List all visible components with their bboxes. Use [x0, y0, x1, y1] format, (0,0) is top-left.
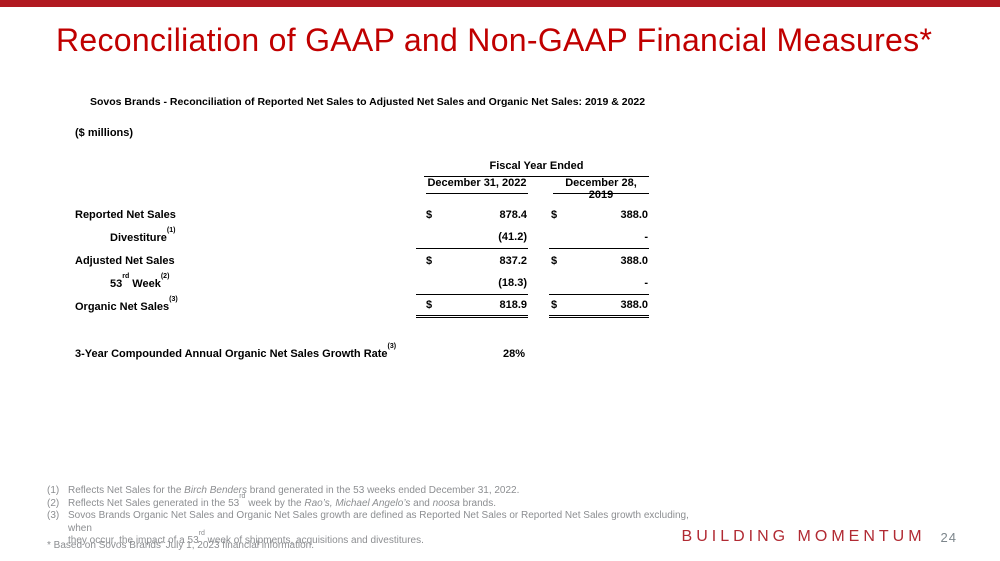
brand-name-italic: Rao’s, Michael Angelo’s — [304, 497, 411, 509]
value-2022: $837.2 — [416, 249, 528, 272]
table-row-organic-net-sales: Organic Net Sales(3) $818.9 $388.0 — [75, 295, 649, 318]
table-row-53rd-week: 53rd Week(2) (18.3) - — [75, 272, 649, 295]
page-number: 24 — [940, 529, 957, 545]
amount: 388.0 — [620, 208, 648, 221]
ordinal-superscript: rd — [198, 530, 205, 538]
row-label: 3-Year Compounded Annual Organic Net Sal… — [75, 343, 397, 360]
value-2019: $388.0 — [549, 295, 649, 318]
value-2019: $388.0 — [549, 203, 649, 226]
footnote-2: (2) Reflects Net Sales generated in the … — [47, 492, 707, 511]
value-2022: $818.9 — [416, 295, 528, 318]
amount: (18.3) — [498, 277, 527, 289]
column-header-row: December 31, 2022 December 28, 2019 — [420, 177, 649, 201]
ordinal-superscript: rd — [239, 492, 246, 500]
dollar-sign: $ — [551, 299, 558, 311]
amount: 388.0 — [620, 254, 648, 267]
row-label: Adjusted Net Sales — [75, 254, 175, 267]
footnote-marker: (2) — [160, 273, 170, 281]
table-row-reported-net-sales: Reported Net Sales $878.4 $388.0 — [75, 203, 649, 226]
col-header-2022: December 31, 2022 — [426, 177, 528, 194]
footnote-3: (3) Sovos Brands Organic Net Sales and O… — [47, 510, 707, 548]
asterisk-note: * Based on Sovos Brands’ July 1, 2023 fi… — [47, 540, 315, 551]
row-label: Organic Net Sales(3) — [75, 296, 178, 313]
footnote-line-1: Sovos Brands Organic Net Sales and Organ… — [68, 510, 689, 534]
amount: 878.4 — [499, 208, 527, 221]
amount: 388.0 — [620, 299, 648, 311]
value-2022: (18.3) — [416, 272, 528, 295]
dollar-sign: $ — [426, 208, 433, 221]
col-header-2019: December 28, 2019 — [552, 177, 649, 201]
amount: - — [644, 231, 648, 243]
footnote-1: (1) Reflects Net Sales for the Birch Ben… — [47, 485, 707, 498]
amount: 28% — [502, 347, 525, 360]
dollar-sign: $ — [426, 254, 433, 267]
table-heading: Sovos Brands - Reconciliation of Reporte… — [90, 96, 646, 108]
value-2019: $388.0 — [549, 249, 649, 272]
footnote-number: (1) — [47, 485, 60, 496]
col-group-header: Fiscal Year Ended — [424, 160, 649, 177]
slide-footer: BUILDING MOMENTUM 24 — [682, 528, 957, 546]
slide-title: Reconciliation of GAAP and Non-GAAP Fina… — [56, 22, 933, 58]
footnotes: (1) Reflects Net Sales for the Birch Ben… — [47, 485, 707, 548]
brand-name-italic: Birch Benders — [184, 485, 247, 496]
dollar-sign: $ — [551, 254, 558, 267]
footnote-text: Sovos Brands Organic Net Sales and Organ… — [68, 510, 707, 548]
amount: 818.9 — [499, 299, 527, 311]
footnote-line-2: they occur, the impact of a 53rd week of… — [68, 530, 424, 546]
value-2022: (41.2) — [416, 226, 528, 249]
row-label: 53rd Week(2) — [110, 273, 170, 290]
growth-rate-row: 3-Year Compounded Annual Organic Net Sal… — [75, 342, 649, 365]
value-2019: - — [549, 226, 649, 249]
footer-brand-logo: BUILDING MOMENTUM — [681, 528, 926, 545]
dollar-sign: $ — [551, 208, 558, 221]
footnote-text: Reflects Net Sales for the Birch Benders… — [68, 485, 520, 496]
row-label: Divestiture(1) — [110, 227, 176, 244]
amount: (41.2) — [498, 231, 527, 243]
top-accent-bar — [0, 0, 1000, 7]
footnote-number: (3) — [47, 510, 60, 521]
row-label: Reported Net Sales — [75, 208, 176, 221]
table-row-divestiture: Divestiture(1) (41.2) - — [75, 226, 649, 249]
value-2022: $878.4 — [416, 203, 528, 226]
growth-rate-value: 28% — [416, 342, 528, 365]
amount: - — [644, 277, 648, 289]
footnote-number: (2) — [47, 497, 60, 509]
units-label: ($ millions) — [75, 127, 134, 139]
footnote-marker: (3) — [387, 343, 397, 351]
table-body: Reported Net Sales $878.4 $388.0 Divesti… — [75, 203, 649, 365]
reconciliation-table: Fiscal Year Ended December 31, 2022 Dece… — [75, 160, 649, 365]
footnote-marker: (1) — [166, 227, 176, 235]
table-row-adjusted-net-sales: Adjusted Net Sales $837.2 $388.0 — [75, 249, 649, 272]
ordinal-superscript: rd — [122, 273, 130, 281]
value-2019: - — [549, 272, 649, 295]
empty-cell — [549, 342, 649, 365]
footnote-marker: (3) — [169, 296, 178, 304]
footnote-text: Reflects Net Sales generated in the 53rd… — [68, 492, 497, 509]
dollar-sign: $ — [426, 299, 433, 311]
brand-name-italic: noosa — [432, 497, 460, 509]
amount: 837.2 — [499, 254, 527, 267]
